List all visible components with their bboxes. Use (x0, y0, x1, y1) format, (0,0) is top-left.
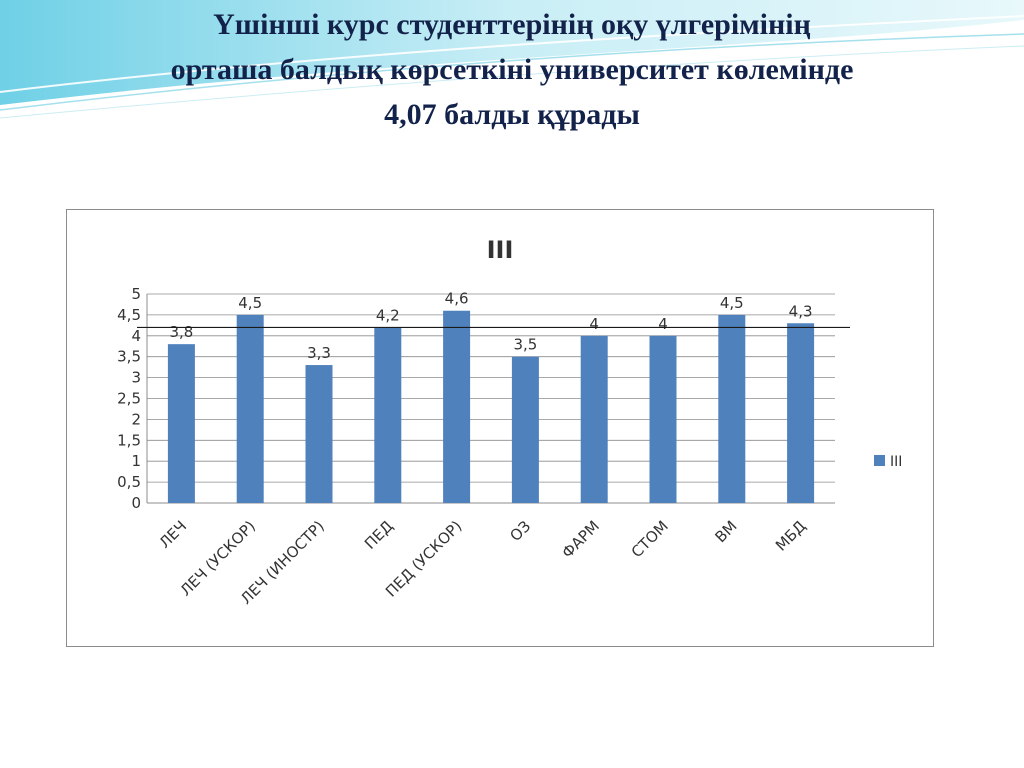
data-label: 4,5 (238, 294, 262, 312)
header-decoration (0, 0, 1024, 119)
x-tick-label: СТОМ (628, 517, 672, 561)
chart-container: III 0 0,5 1 1,5 2 2,5 3 3,5 4 4,5 5 3,8 ЛЕЧ 4,5 ЛЕЧ (УС… (66, 209, 934, 647)
x-tick-label: ОЗ (506, 517, 534, 545)
y-tick-label: 1 (131, 452, 141, 470)
bar-9 (718, 314, 746, 503)
data-label: 3,3 (307, 344, 331, 362)
bar-6 (511, 356, 539, 503)
slide-title: Үшінші курс студенттерінің оқу үлгерімін… (40, 2, 984, 137)
x-tick-label: МБД (772, 517, 809, 554)
title-line-3: 4,07 балды құрады (384, 98, 640, 131)
bar-5 (443, 310, 471, 503)
bar-1 (167, 344, 195, 503)
bar-10 (787, 323, 815, 503)
data-label: 3,5 (513, 336, 537, 354)
bar-7 (580, 335, 608, 503)
y-tick-label: 1,5 (117, 431, 141, 449)
title-line-2: орташа балдық көрсеткіні университет көл… (170, 53, 854, 86)
y-tick-label: 4,5 (117, 306, 141, 324)
y-tick-label: 2 (131, 410, 141, 428)
bar-3 (305, 365, 333, 503)
bar-2 (236, 314, 264, 503)
bar-8 (649, 335, 677, 503)
y-tick-label: 0 (131, 494, 141, 512)
data-label: 4 (589, 315, 599, 333)
bar-4 (374, 327, 402, 503)
x-tick-label: ПЕД (361, 517, 397, 553)
data-label: 4,2 (376, 306, 400, 324)
y-tick-label: 3,5 (117, 348, 141, 366)
data-label: 4,6 (445, 290, 469, 308)
x-tick-label: ФАРМ (558, 517, 603, 562)
y-tick-label: 2,5 (117, 390, 141, 408)
y-tick-label: 3 (131, 369, 141, 387)
chart-title: III (487, 236, 514, 264)
data-label: 3,8 (169, 323, 193, 341)
legend-swatch (874, 455, 885, 466)
y-tick-label: 0,5 (117, 473, 141, 491)
title-line-1: Үшінші курс студенттерінің оқу үлгерімін… (213, 8, 811, 41)
y-tick-label: 4 (131, 327, 141, 345)
legend-label: III (890, 454, 902, 470)
x-tick-label: ЛЕЧ (156, 517, 191, 552)
data-label: 4,3 (789, 302, 813, 320)
data-label: 4,5 (720, 294, 744, 312)
x-tick-label: ВМ (711, 517, 740, 546)
y-tick-label: 5 (131, 285, 141, 303)
data-label: 4 (658, 315, 668, 333)
